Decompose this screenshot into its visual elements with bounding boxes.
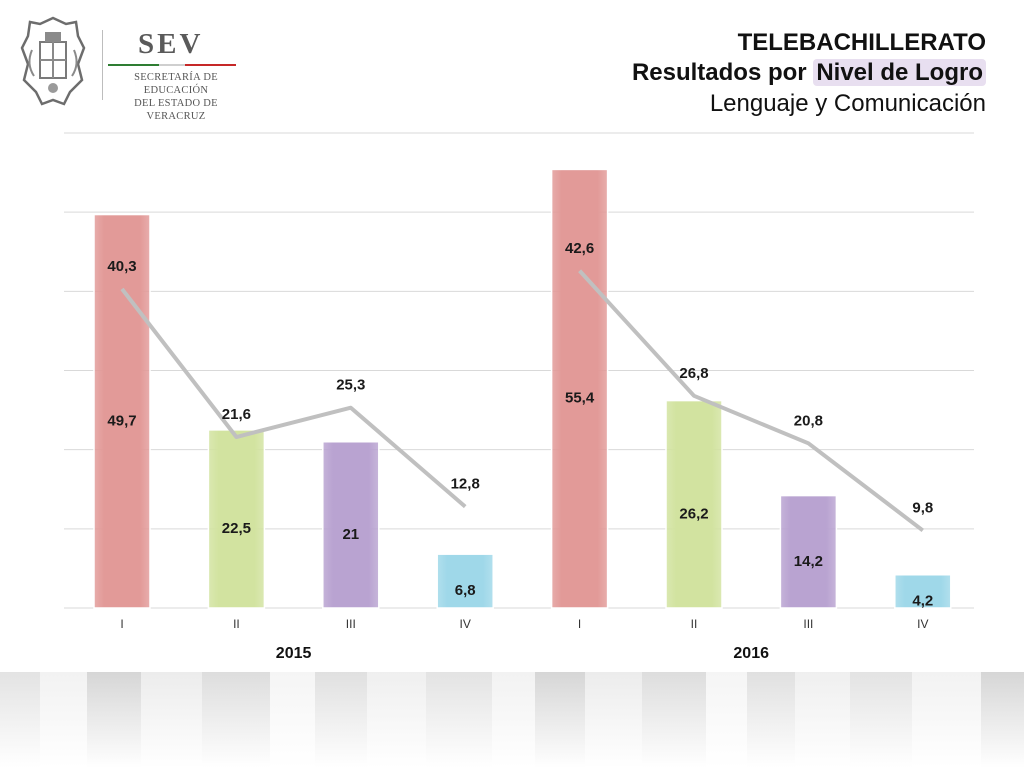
- x-tick-2016-level-iv: IV: [917, 617, 928, 631]
- footer-block: [747, 672, 795, 768]
- logo-title: SEV: [138, 28, 204, 60]
- footer-block: [141, 672, 202, 768]
- footer-block: [0, 672, 40, 768]
- logo-subtitle-line1: SECRETARÍA DE EDUCACIÓN: [134, 72, 218, 96]
- bar-label-2016-level-iii: 14,2: [794, 553, 823, 570]
- bar-label-2015-level-iv: 6,8: [455, 582, 476, 599]
- bar-label-2015-level-i: 49,7: [107, 412, 136, 429]
- footer-block: [315, 672, 367, 768]
- group-label-2016: 2016: [733, 645, 769, 662]
- logo-subtitle-line2: DEL ESTADO DE VERACRUZ: [134, 98, 218, 122]
- x-tick-2015-level-iii: III: [346, 617, 356, 631]
- x-tick-2016-level-i: I: [578, 617, 581, 631]
- footer-decoration: [0, 672, 1024, 768]
- page-subtitle: Resultados por Nivel de Logro: [632, 58, 986, 88]
- line-label-2016-level-i: 42,6: [565, 240, 594, 257]
- footer-block: [850, 672, 912, 768]
- footer-block: [367, 672, 426, 768]
- footer-block: [270, 672, 315, 768]
- footer-block: [981, 672, 1024, 768]
- subtitle-highlight: Nivel de Logro: [813, 59, 986, 86]
- line-series-2015: [120, 287, 467, 509]
- line-label-2015-level-i: 40,3: [107, 258, 136, 275]
- x-tick-2016-level-iii: III: [803, 617, 813, 631]
- line-series-2016: [578, 269, 925, 533]
- line-label-2015-level-iv: 12,8: [451, 476, 480, 493]
- footer-block: [40, 672, 87, 768]
- veracruz-seal-icon: [20, 16, 86, 106]
- logo-subtitle: SECRETARÍA DE EDUCACIÓN DEL ESTADO DE VE…: [106, 71, 246, 123]
- bar-2015-level-iii: [322, 441, 380, 609]
- line-label-2015-level-ii: 21,6: [222, 406, 251, 423]
- x-tick-2015-level-ii: II: [233, 617, 240, 631]
- line-label-2016-level-iv: 9,8: [912, 499, 933, 516]
- logo-divider: [102, 30, 103, 100]
- line-label-2016-level-iii: 20,8: [794, 412, 823, 429]
- bar-2016-level-iii: [779, 494, 838, 609]
- footer-block: [706, 672, 747, 768]
- bar-label-2016-level-iv: 4,2: [912, 592, 933, 609]
- bar-label-2015-level-iii: 21: [342, 526, 359, 543]
- footer-block: [492, 672, 535, 768]
- title-block: TELEBACHILLERATO Resultados por Nivel de…: [632, 28, 986, 120]
- footer-block: [535, 672, 585, 768]
- chart-panel: 010203040506049,7I22,5II21III6,8IV40,321…: [58, 120, 974, 681]
- footer-block: [795, 672, 850, 768]
- bar-2015-level-iv: [436, 553, 494, 609]
- page-title: TELEBACHILLERATO: [737, 29, 986, 56]
- sev-logo: SEV SECRETARÍA DE EDUCACIÓN DEL ESTADO D…: [10, 8, 250, 122]
- bar-2016-level-iv: [894, 574, 952, 609]
- x-tick-2016-level-ii: II: [691, 617, 698, 631]
- bar-label-2016-level-i: 55,4: [565, 390, 595, 407]
- bar-2015-level-i: [93, 213, 151, 609]
- achievement-chart: 010203040506049,7I22,5II21III6,8IV40,321…: [64, 132, 974, 662]
- bar-2016-level-i: [550, 168, 609, 609]
- footer-block: [202, 672, 270, 768]
- footer-block: [585, 672, 642, 768]
- footer-block: [87, 672, 141, 768]
- line-label-2016-level-ii: 26,8: [679, 365, 708, 382]
- footer-block: [426, 672, 492, 768]
- subtitle-prefix: Resultados por: [631, 59, 814, 86]
- bar-label-2015-level-ii: 22,5: [222, 520, 251, 537]
- x-tick-2015-level-iv: IV: [460, 617, 471, 631]
- footer-block: [912, 672, 981, 768]
- bar-label-2016-level-ii: 26,2: [679, 505, 708, 522]
- x-tick-2015-level-i: I: [120, 617, 123, 631]
- footer-block: [642, 672, 706, 768]
- group-label-2015: 2015: [276, 645, 312, 662]
- bar-2015-level-ii: [207, 429, 266, 609]
- subject-title: Lenguaje y Comunicación: [709, 90, 986, 117]
- bar-2016-level-ii: [665, 399, 723, 609]
- line-label-2015-level-iii: 25,3: [336, 377, 365, 394]
- logo-flag-stripe: [108, 64, 236, 66]
